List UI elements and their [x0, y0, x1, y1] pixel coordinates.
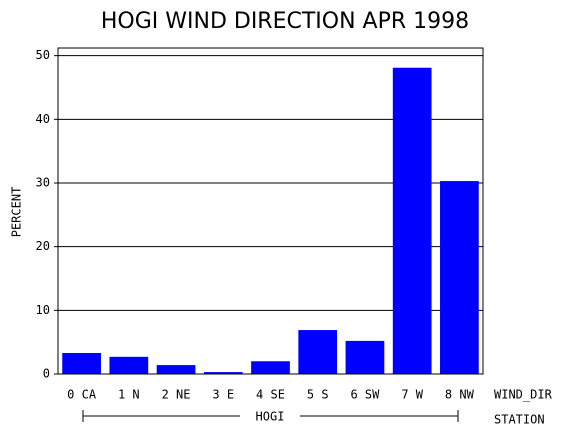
- bar: [203, 372, 243, 374]
- x-axis-label: WIND_DIR: [494, 388, 553, 402]
- group-axis-label: STATION: [494, 413, 545, 427]
- plot-frame: [57, 47, 484, 375]
- x-tick-label: 7 W: [401, 388, 423, 402]
- group-label: HOGI: [256, 410, 285, 424]
- x-tick-label: 8 NW: [445, 388, 475, 402]
- x-tick-label: 0 CA: [67, 388, 97, 402]
- y-tick-label: 10: [36, 303, 50, 317]
- bar: [251, 361, 290, 374]
- x-tick-label: 5 S: [307, 388, 329, 402]
- bar: [62, 352, 101, 374]
- y-axis-label: PERCENT: [10, 187, 24, 238]
- x-tick-label: 4 SE: [256, 388, 285, 402]
- y-tick-label: 50: [36, 48, 50, 62]
- bar: [298, 330, 338, 374]
- bar: [345, 340, 385, 374]
- y-tick-label: 20: [36, 239, 50, 253]
- y-tick-label: 40: [36, 112, 50, 126]
- x-tick-label: 6 SW: [350, 388, 380, 402]
- bar: [156, 365, 196, 374]
- x-tick-label: 3 E: [212, 388, 234, 402]
- chart-title: HOGI WIND DIRECTION APR 1998: [101, 9, 469, 34]
- x-tick-label: 1 N: [118, 388, 140, 402]
- y-tick-label: 0: [43, 367, 50, 381]
- x-tick-label: 2 NE: [162, 388, 191, 402]
- bar: [440, 181, 479, 374]
- bar: [392, 67, 432, 374]
- y-tick-label: 30: [36, 175, 50, 189]
- group-label-bg: [240, 408, 300, 424]
- bar: [109, 356, 149, 374]
